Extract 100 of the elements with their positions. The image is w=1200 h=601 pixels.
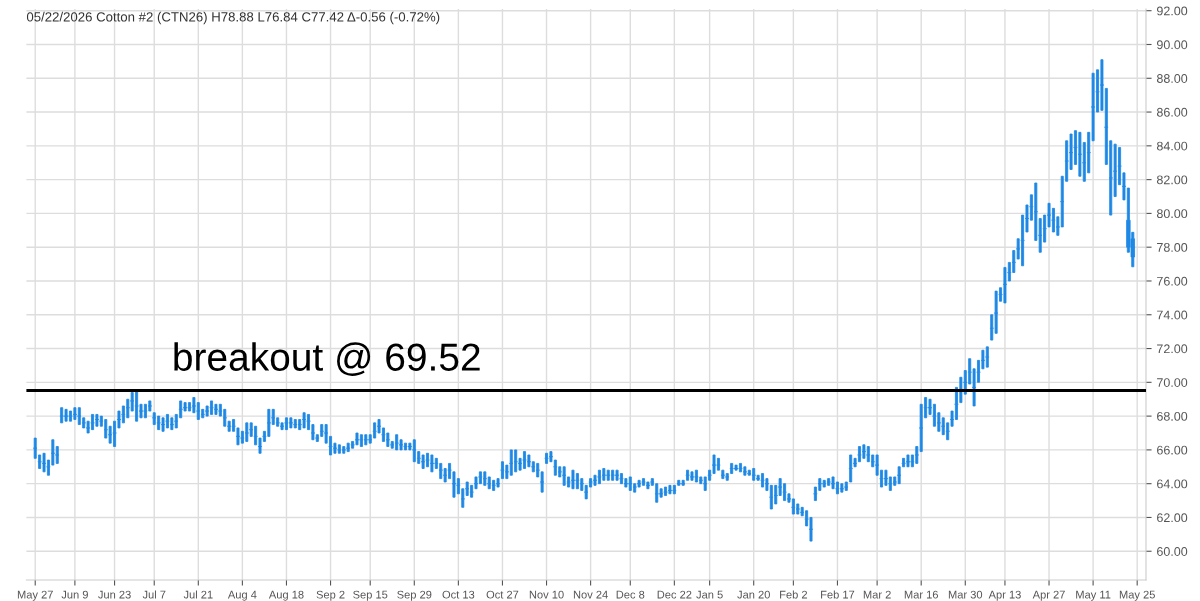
candlestick: [438, 462, 443, 480]
candlestick: [733, 464, 739, 471]
x-tick-label: Nov 10: [529, 590, 564, 599]
candlestick: [614, 469, 620, 481]
x-tick-label: Jul 21: [183, 590, 213, 599]
x-tick-label: Oct 27: [486, 590, 519, 599]
candlestick: [610, 469, 615, 481]
candlestick: [905, 454, 911, 468]
candlestick: [429, 454, 435, 473]
candlestick: [143, 403, 148, 419]
candlestick: [293, 419, 298, 429]
y-tick-label: 80.00: [1156, 209, 1188, 219]
y-tick-label: 78.00: [1157, 242, 1188, 252]
candlestick: [59, 407, 64, 424]
candlestick: [513, 449, 518, 473]
x-tick-label: Feb 17: [821, 590, 855, 599]
candlestick: [738, 462, 743, 473]
candlestick: [861, 444, 867, 459]
x-tick-label: Jun 23: [98, 590, 131, 599]
x-tick-label: May 27: [17, 590, 53, 601]
x-tick-label: Mar 16: [904, 590, 938, 599]
x-tick-label: Oct 13: [442, 590, 475, 599]
candlestick: [619, 473, 624, 485]
candlestick: [209, 400, 214, 415]
x-tick-label: May 11: [1076, 590, 1111, 601]
candlestick: [165, 414, 170, 429]
candlestick: [689, 471, 695, 481]
x-tick-label: Sep 2: [316, 590, 345, 601]
candlestick: [628, 476, 633, 491]
candlestick: [544, 452, 549, 464]
x-tick-label: Mar 30: [948, 590, 983, 599]
candlestick: [359, 434, 364, 447]
candlestick: [90, 414, 95, 431]
candlestick: [94, 414, 100, 427]
y-tick-label: 60.00: [1157, 547, 1188, 556]
candlestick: [663, 486, 668, 496]
candlestick: [491, 479, 496, 491]
candlestick: [592, 474, 598, 486]
x-tick-label: May 25: [1119, 590, 1155, 601]
candlestick: [606, 469, 611, 481]
x-tick-label: Jul 7: [142, 590, 166, 599]
candlestick: [830, 476, 836, 490]
candlestick: [134, 390, 139, 422]
candlestick: [354, 432, 360, 446]
candlestick: [63, 408, 69, 422]
candlestick: [288, 417, 294, 429]
candlestick: [561, 466, 567, 486]
x-tick-label: Sep 15: [353, 590, 388, 601]
y-tick-label: 66.00: [1157, 445, 1188, 455]
x-tick-label: Nov 24: [573, 590, 608, 599]
candlestick: [1051, 207, 1056, 233]
candlestick: [597, 469, 602, 485]
candlestick: [667, 484, 673, 495]
candlestick: [570, 469, 576, 490]
y-tick-label: 70.00: [1157, 378, 1188, 387]
candlestick: [522, 451, 527, 469]
y-tick-label: 84.00: [1156, 141, 1188, 151]
candlestick: [420, 454, 426, 469]
candlestick: [478, 471, 483, 485]
candlestick: [645, 481, 651, 490]
y-tick-label: 62.00: [1157, 513, 1188, 523]
candlestick: [394, 434, 399, 451]
y-tick-label: 82.00: [1156, 175, 1188, 185]
candlestick: [751, 468, 756, 481]
candlestick: [156, 415, 161, 431]
candlestick: [694, 469, 699, 483]
y-tick-label: 68.00: [1157, 411, 1188, 421]
x-tick-label: Jun 9: [61, 590, 88, 599]
candlestick: [822, 479, 827, 488]
candlestick: [345, 442, 351, 453]
candlestick: [160, 417, 166, 432]
candlestick: [213, 403, 219, 415]
candlestick: [169, 417, 175, 431]
candlestick: [482, 471, 487, 486]
x-tick-label: Dec 22: [657, 590, 692, 599]
x-tick-label: Mar 2: [863, 590, 891, 599]
candlestick: [672, 484, 677, 495]
candlestick: [341, 446, 346, 454]
y-tick-label: 92.00: [1157, 6, 1188, 16]
candlestick: [41, 452, 47, 473]
ref-line-label: breakout @ 69.52: [174, 342, 480, 376]
candlestick: [68, 410, 73, 422]
y-tick-label: 76.00: [1157, 276, 1188, 286]
candlestick: [985, 346, 990, 368]
y-tick-label: 64.00: [1157, 479, 1188, 489]
candlestick: [301, 412, 307, 429]
x-tick-label: Dec 8: [616, 590, 645, 599]
candlestick: [337, 444, 342, 454]
x-tick-label: Jan 20: [737, 590, 770, 599]
candlestick: [760, 473, 765, 488]
y-tick-label: 88.00: [1156, 74, 1188, 83]
candlestick: [839, 483, 845, 493]
candlestick: [601, 468, 607, 481]
x-tick-label: Aug 4: [227, 590, 257, 601]
x-tick-label: Apr 27: [1032, 590, 1065, 601]
candlestick: [742, 466, 748, 476]
y-tick-label: 74.00: [1157, 310, 1188, 320]
y-tick-label: 86.00: [1156, 107, 1188, 117]
x-tick-label: Aug 18: [268, 590, 304, 601]
candlestick: [412, 439, 417, 463]
